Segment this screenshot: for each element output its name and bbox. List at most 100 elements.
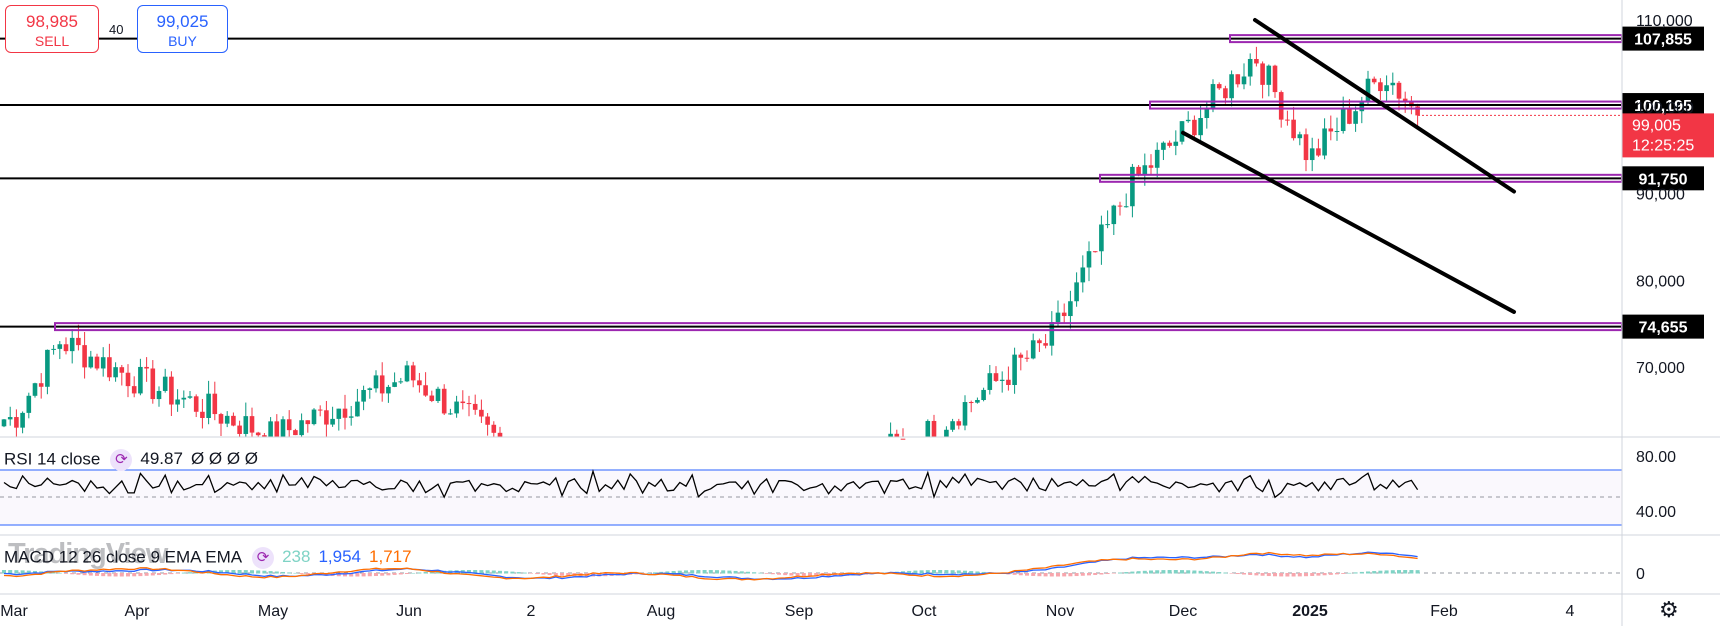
macd-histogram-bar xyxy=(553,573,558,576)
candle-body xyxy=(181,397,187,400)
macd-histogram-bar xyxy=(436,571,440,574)
candle-body xyxy=(100,357,106,369)
level-price-label: 74,655 xyxy=(1639,320,1688,337)
candle-body xyxy=(206,393,211,418)
candle-body xyxy=(125,372,131,387)
macd-histogram-bar xyxy=(417,572,422,574)
candle-body xyxy=(1043,343,1048,346)
macd-tick-label: 0 xyxy=(1636,566,1645,583)
time-tick-label: May xyxy=(258,603,288,620)
candle-body xyxy=(82,345,87,368)
price-tick-label: 80,000 xyxy=(1636,273,1685,290)
macd-histogram-bar xyxy=(398,573,403,575)
rsi-empty-values: Ø Ø Ø Ø xyxy=(190,449,258,469)
candle-body xyxy=(491,424,497,433)
level-price-label: 107,855 xyxy=(1634,32,1692,49)
macd-histogram-bar xyxy=(932,570,936,574)
macd-histogram-bar xyxy=(1087,573,1091,576)
candle-body xyxy=(293,430,298,436)
macd-histogram-bar xyxy=(541,573,546,575)
candle-body xyxy=(162,376,168,391)
cycle-icon[interactable]: ⟳ xyxy=(110,449,133,471)
macd-value: 1,954 xyxy=(318,547,362,567)
macd-histogram-bar xyxy=(405,573,409,574)
candle-body xyxy=(1365,78,1371,102)
macd-histogram-bar xyxy=(671,571,676,574)
candle-body xyxy=(63,344,69,352)
sell-button[interactable]: 98,985 SELL xyxy=(5,5,99,53)
macd-histogram-bar xyxy=(1273,573,1277,577)
macd-histogram-bar xyxy=(1211,571,1215,574)
macd-histogram-bar xyxy=(157,573,161,576)
macd-histogram-bar xyxy=(1204,571,1209,574)
macd-histogram-bar xyxy=(801,573,806,577)
candle-body xyxy=(336,408,342,419)
candle-body xyxy=(274,421,280,437)
macd-histogram-bar xyxy=(1359,571,1364,574)
signal-value: 1,717 xyxy=(369,547,412,567)
candle-body xyxy=(993,373,999,381)
gear-icon[interactable]: ⚙ xyxy=(1659,597,1679,622)
macd-histogram-bar xyxy=(262,570,267,574)
price-tick-label: 90,000 xyxy=(1636,187,1685,204)
rsi-legend[interactable]: RSI 14 close ⟳ 49.87 Ø Ø Ø Ø xyxy=(4,449,266,471)
macd-histogram-bar xyxy=(1155,570,1160,574)
level-price-tag xyxy=(1622,314,1704,339)
macd-histogram-bar xyxy=(1192,570,1197,574)
candle-body xyxy=(361,389,366,402)
macd-histogram-bar xyxy=(1049,573,1054,577)
candle-body xyxy=(1080,267,1086,283)
candle-body xyxy=(1396,82,1402,99)
macd-line xyxy=(3,551,1418,581)
macd-histogram-bar xyxy=(485,570,490,574)
candle-body xyxy=(212,393,218,415)
macd-histogram-bar xyxy=(126,573,130,577)
candle-body xyxy=(175,399,180,405)
macd-histogram-bar xyxy=(522,572,527,574)
buy-button[interactable]: 99,025 BUY xyxy=(137,5,228,53)
candle-body xyxy=(466,403,472,405)
macd-histogram-bar xyxy=(88,573,93,576)
trendlines xyxy=(1181,18,1516,314)
candle-body xyxy=(441,388,447,414)
candle-body xyxy=(379,375,385,394)
macd-histogram-bar xyxy=(646,572,651,574)
macd-histogram-bar xyxy=(101,573,106,577)
macd-histogram-bar xyxy=(281,571,285,574)
macd-histogram-bar xyxy=(547,573,552,576)
macd-histogram-bar xyxy=(1235,573,1240,575)
macd-histogram-bar xyxy=(739,571,744,574)
macd-histogram-bar xyxy=(355,573,360,577)
macd-histogram-bar xyxy=(516,572,521,574)
macd-histogram-bar xyxy=(510,571,515,574)
macd-legend[interactable]: MACD 12 26 close 9 EMA EMA ⟳ 238 1,954 1,717 xyxy=(4,547,420,569)
macd-histogram-bar xyxy=(343,573,347,577)
macd-histogram-bar xyxy=(491,570,496,574)
macd-histogram-bar xyxy=(1080,573,1085,576)
macd-histogram-bar xyxy=(175,573,180,574)
candle-body xyxy=(1037,340,1042,344)
candle-body xyxy=(485,416,490,425)
macd-histogram-bar xyxy=(181,572,186,574)
macd-histogram-bar xyxy=(1304,573,1308,577)
candle-body xyxy=(355,401,360,417)
candle-body xyxy=(1371,78,1377,83)
candle-body xyxy=(404,365,410,382)
macd-histogram-bar xyxy=(1018,573,1023,576)
cycle-icon[interactable]: ⟳ xyxy=(252,547,275,569)
candle-body xyxy=(497,432,503,437)
macd-histogram-bar xyxy=(969,571,974,574)
candle-body xyxy=(14,417,19,428)
candle-body xyxy=(367,388,373,390)
macd-histogram-bar xyxy=(1378,570,1383,574)
macd-histogram-bar xyxy=(274,571,279,574)
macd-histogram-bar xyxy=(1012,573,1017,575)
candle-body xyxy=(1136,166,1141,175)
macd-histogram-bar xyxy=(1390,570,1395,574)
macd-histogram-bar xyxy=(752,572,757,574)
macd-histogram-bar xyxy=(479,570,484,574)
tradingview-watermark: TradingView xyxy=(8,538,168,570)
candle-body xyxy=(392,382,397,387)
